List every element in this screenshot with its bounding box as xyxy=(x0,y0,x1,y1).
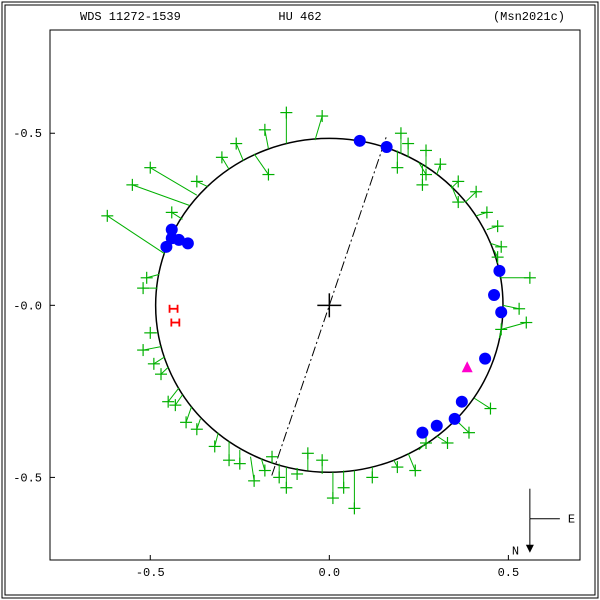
svg-text:E: E xyxy=(568,513,575,527)
svg-text:0.5: 0.5 xyxy=(498,566,520,580)
svg-text:0.0: 0.0 xyxy=(319,566,341,580)
title-center: HU 462 xyxy=(278,10,321,24)
title-right: (Msn2021c) xyxy=(493,10,565,24)
svg-text:N: N xyxy=(512,545,519,559)
svg-text:-0.5: -0.5 xyxy=(13,471,42,485)
svg-text:-0.5: -0.5 xyxy=(13,127,42,141)
svg-text:-0.0: -0.0 xyxy=(13,299,42,313)
title-left: WDS 11272-1539 xyxy=(80,10,181,24)
orbit-plot: WDS 11272-1539 HU 462 (Msn2021c) -0.5 0.0 0.5… xyxy=(0,0,600,600)
plot-svg: WDS 11272-1539 HU 462 (Msn2021c) -0.5 0.0 0.5… xyxy=(0,0,600,600)
svg-text:-0.5: -0.5 xyxy=(136,566,165,580)
